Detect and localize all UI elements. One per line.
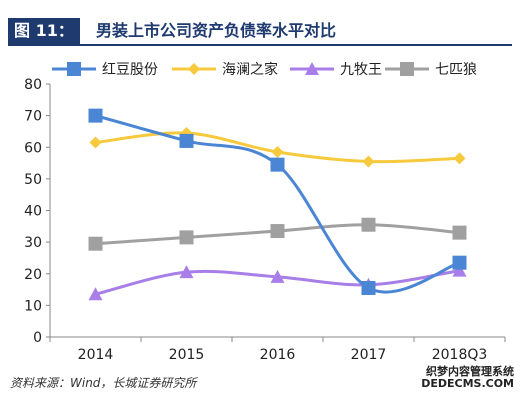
legend-label: 海澜之家 xyxy=(222,61,278,78)
x-tick-label: 2016 xyxy=(260,347,296,363)
x-tick-label: 2015 xyxy=(169,347,205,363)
figure-title: 男装上市公司资产负债率水平对比 xyxy=(96,21,337,40)
legend-label: 七匹狼 xyxy=(435,62,477,78)
data-point xyxy=(271,145,284,158)
y-tick-label: 0 xyxy=(33,330,42,346)
data-point xyxy=(453,152,466,165)
data-point xyxy=(452,255,467,270)
data-point xyxy=(361,280,376,295)
legend-label: 红豆股份 xyxy=(102,62,158,78)
data-point xyxy=(88,287,103,301)
data-point xyxy=(362,155,375,168)
legend-marker xyxy=(188,63,200,75)
data-point xyxy=(452,263,467,277)
data-point xyxy=(88,108,103,123)
y-tick-label: 40 xyxy=(24,204,42,220)
watermark-line-1: 织梦内容管理系统 xyxy=(426,365,514,378)
data-point xyxy=(179,265,194,279)
data-point xyxy=(89,136,102,149)
data-point xyxy=(270,269,285,283)
x-tick-label: 2017 xyxy=(351,347,387,363)
y-tick-label: 70 xyxy=(24,109,42,125)
y-tick-label: 10 xyxy=(24,298,42,314)
watermark: 织梦内容管理系统 DEDECMS.COM xyxy=(421,366,514,390)
legend-marker xyxy=(67,62,81,76)
y-tick-label: 80 xyxy=(24,77,42,93)
data-point xyxy=(361,217,376,232)
source-note: 资料来源：Wind，长城证券研究所 xyxy=(10,376,197,390)
legend-marker xyxy=(400,62,414,76)
y-tick-label: 20 xyxy=(24,267,42,283)
y-tick-label: 30 xyxy=(24,235,42,251)
data-point xyxy=(270,157,285,172)
data-point xyxy=(270,224,285,239)
data-point xyxy=(179,230,194,245)
x-tick-label: 2014 xyxy=(78,347,114,363)
figure-label: 图 11： xyxy=(8,18,80,44)
legend-marker xyxy=(305,62,319,75)
y-tick-label: 50 xyxy=(24,172,42,188)
line-chart: 0 10 20 30 40 50 60 70 80 2014 2015 2016 2017 2018Q3 红… xyxy=(24,61,506,363)
data-point xyxy=(452,225,467,240)
title-underline xyxy=(8,44,512,46)
watermark-line-2: DEDECMS.COM xyxy=(421,377,514,390)
series-line-0 xyxy=(95,114,461,294)
x-tick-label: 2018Q3 xyxy=(432,347,488,363)
data-point xyxy=(88,236,103,251)
data-point xyxy=(179,133,194,148)
y-tick-label: 60 xyxy=(24,140,42,156)
figure-title-bar: 图 11： 男装上市公司资产负债率水平对比 xyxy=(0,16,520,46)
legend-label: 九牧王 xyxy=(340,62,382,78)
